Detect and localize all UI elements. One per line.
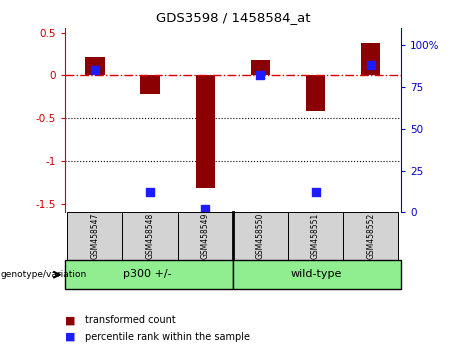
Bar xyxy=(67,212,123,260)
Text: transformed count: transformed count xyxy=(85,315,176,325)
Bar xyxy=(233,260,401,289)
Point xyxy=(257,72,264,78)
Bar xyxy=(251,60,270,75)
Bar xyxy=(141,75,160,94)
Text: ■: ■ xyxy=(65,332,75,342)
Text: genotype/variation: genotype/variation xyxy=(1,270,87,279)
Bar xyxy=(343,212,398,260)
Text: GSM458551: GSM458551 xyxy=(311,213,320,259)
Text: GSM458550: GSM458550 xyxy=(256,213,265,259)
Text: GSM458547: GSM458547 xyxy=(90,213,100,259)
Text: GSM458549: GSM458549 xyxy=(201,213,210,259)
Text: GSM458548: GSM458548 xyxy=(146,213,154,259)
Bar xyxy=(306,75,325,112)
Point xyxy=(201,206,209,212)
Point xyxy=(312,189,319,195)
Text: GSM458552: GSM458552 xyxy=(366,213,375,259)
Bar xyxy=(85,57,105,75)
Point xyxy=(146,189,154,195)
Text: p300 +/-: p300 +/- xyxy=(123,269,171,279)
Bar xyxy=(195,75,215,188)
Title: GDS3598 / 1458584_at: GDS3598 / 1458584_at xyxy=(155,11,310,24)
Bar xyxy=(233,212,288,260)
Text: percentile rank within the sample: percentile rank within the sample xyxy=(85,332,250,342)
Bar xyxy=(65,260,233,289)
Bar xyxy=(288,212,343,260)
Text: ■: ■ xyxy=(65,315,75,325)
Bar xyxy=(123,212,177,260)
Point xyxy=(91,67,99,73)
Bar xyxy=(361,43,380,75)
Bar xyxy=(177,212,233,260)
Point xyxy=(367,62,374,68)
Text: wild-type: wild-type xyxy=(291,269,343,279)
